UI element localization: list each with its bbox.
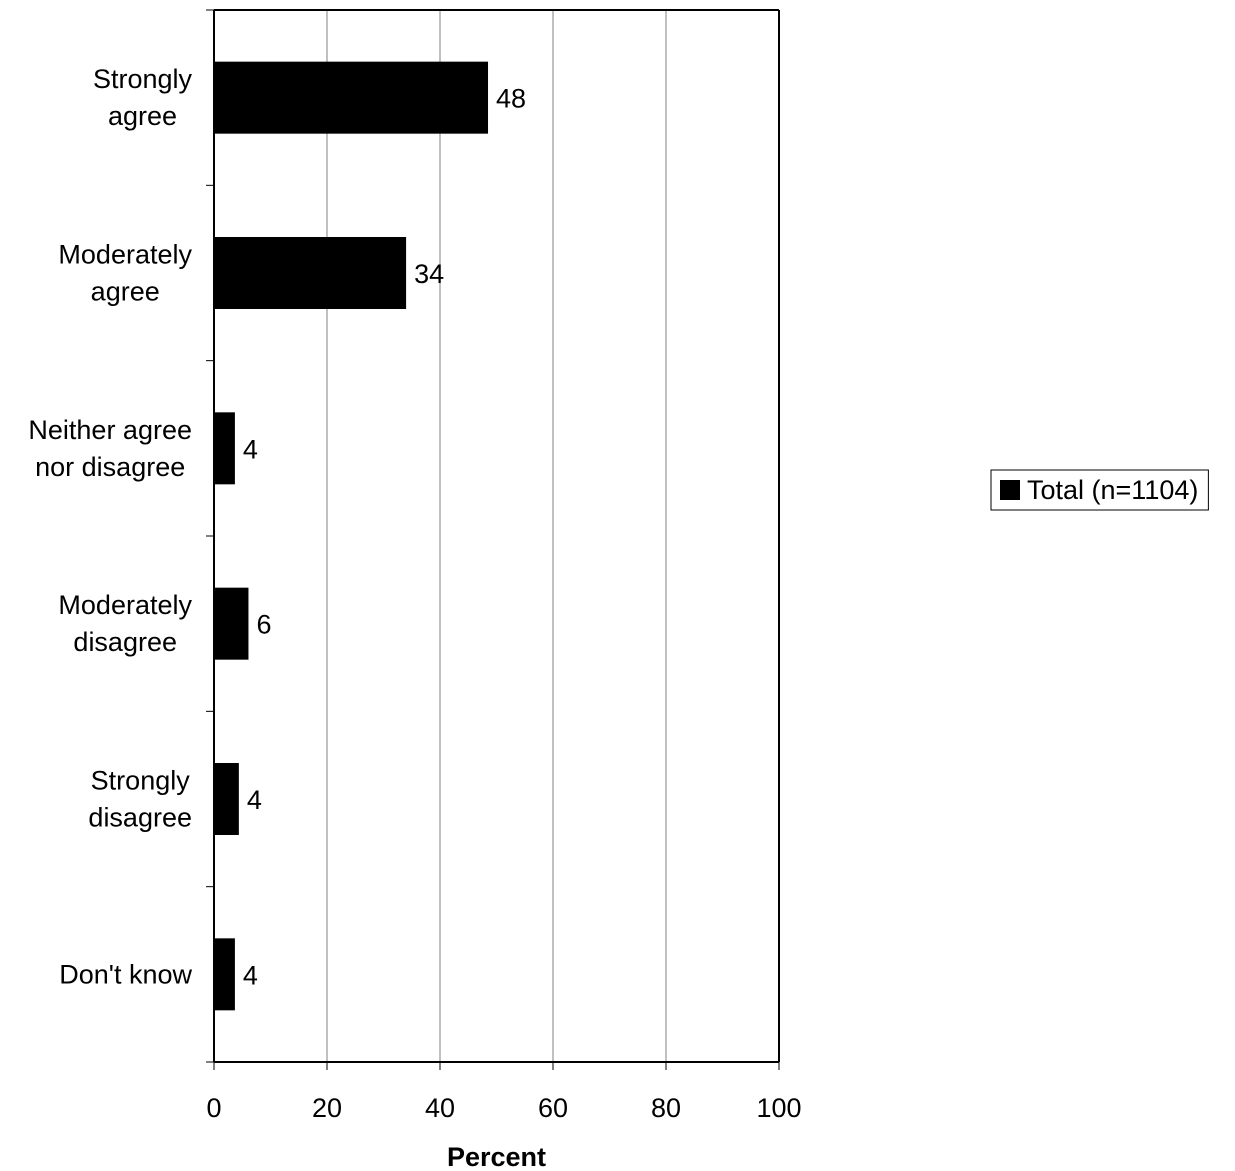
x-tick-labels: 0 20 40 60 80 100 <box>206 1093 801 1123</box>
category-label: Neither agree nor disagree <box>28 415 192 482</box>
data-label: 4 <box>243 960 258 990</box>
bar <box>214 61 489 134</box>
category-label: Strongly disagree <box>88 766 192 833</box>
legend-label: Total (n=1104) <box>1027 475 1198 505</box>
data-label: 4 <box>247 785 262 815</box>
bar <box>214 763 239 835</box>
x-axis-title: Percent <box>447 1142 546 1171</box>
data-label: 6 <box>256 610 271 640</box>
axes <box>206 9 780 1070</box>
gridlines <box>326 10 667 1062</box>
category-label: Moderately disagree <box>58 590 192 657</box>
x-tick-label: 40 <box>425 1093 455 1123</box>
category-label: Don't know <box>59 959 192 989</box>
x-tick-label: 0 <box>206 1093 221 1123</box>
data-labels: 48 34 4 6 4 4 <box>243 84 526 991</box>
x-tick-label: 20 <box>312 1093 342 1123</box>
bar <box>214 412 235 485</box>
category-labels: Strongly agree Moderately agree Neither agre… <box>28 64 192 989</box>
legend[interactable]: Total (n=1104) <box>990 469 1209 511</box>
bar <box>214 938 235 1011</box>
data-label: 4 <box>243 434 258 464</box>
bar <box>214 237 407 309</box>
bars <box>214 61 489 1011</box>
category-label: Strongly agree <box>93 64 193 131</box>
legend-swatch <box>1000 480 1020 500</box>
x-tick-label: 80 <box>651 1093 681 1123</box>
data-label: 48 <box>496 84 526 114</box>
x-tick-label: 60 <box>538 1093 568 1123</box>
bar <box>214 587 249 660</box>
category-label: Moderately agree <box>58 240 192 307</box>
x-tick-label: 100 <box>756 1093 801 1123</box>
legend-box <box>990 469 1209 511</box>
data-label: 34 <box>414 259 444 289</box>
